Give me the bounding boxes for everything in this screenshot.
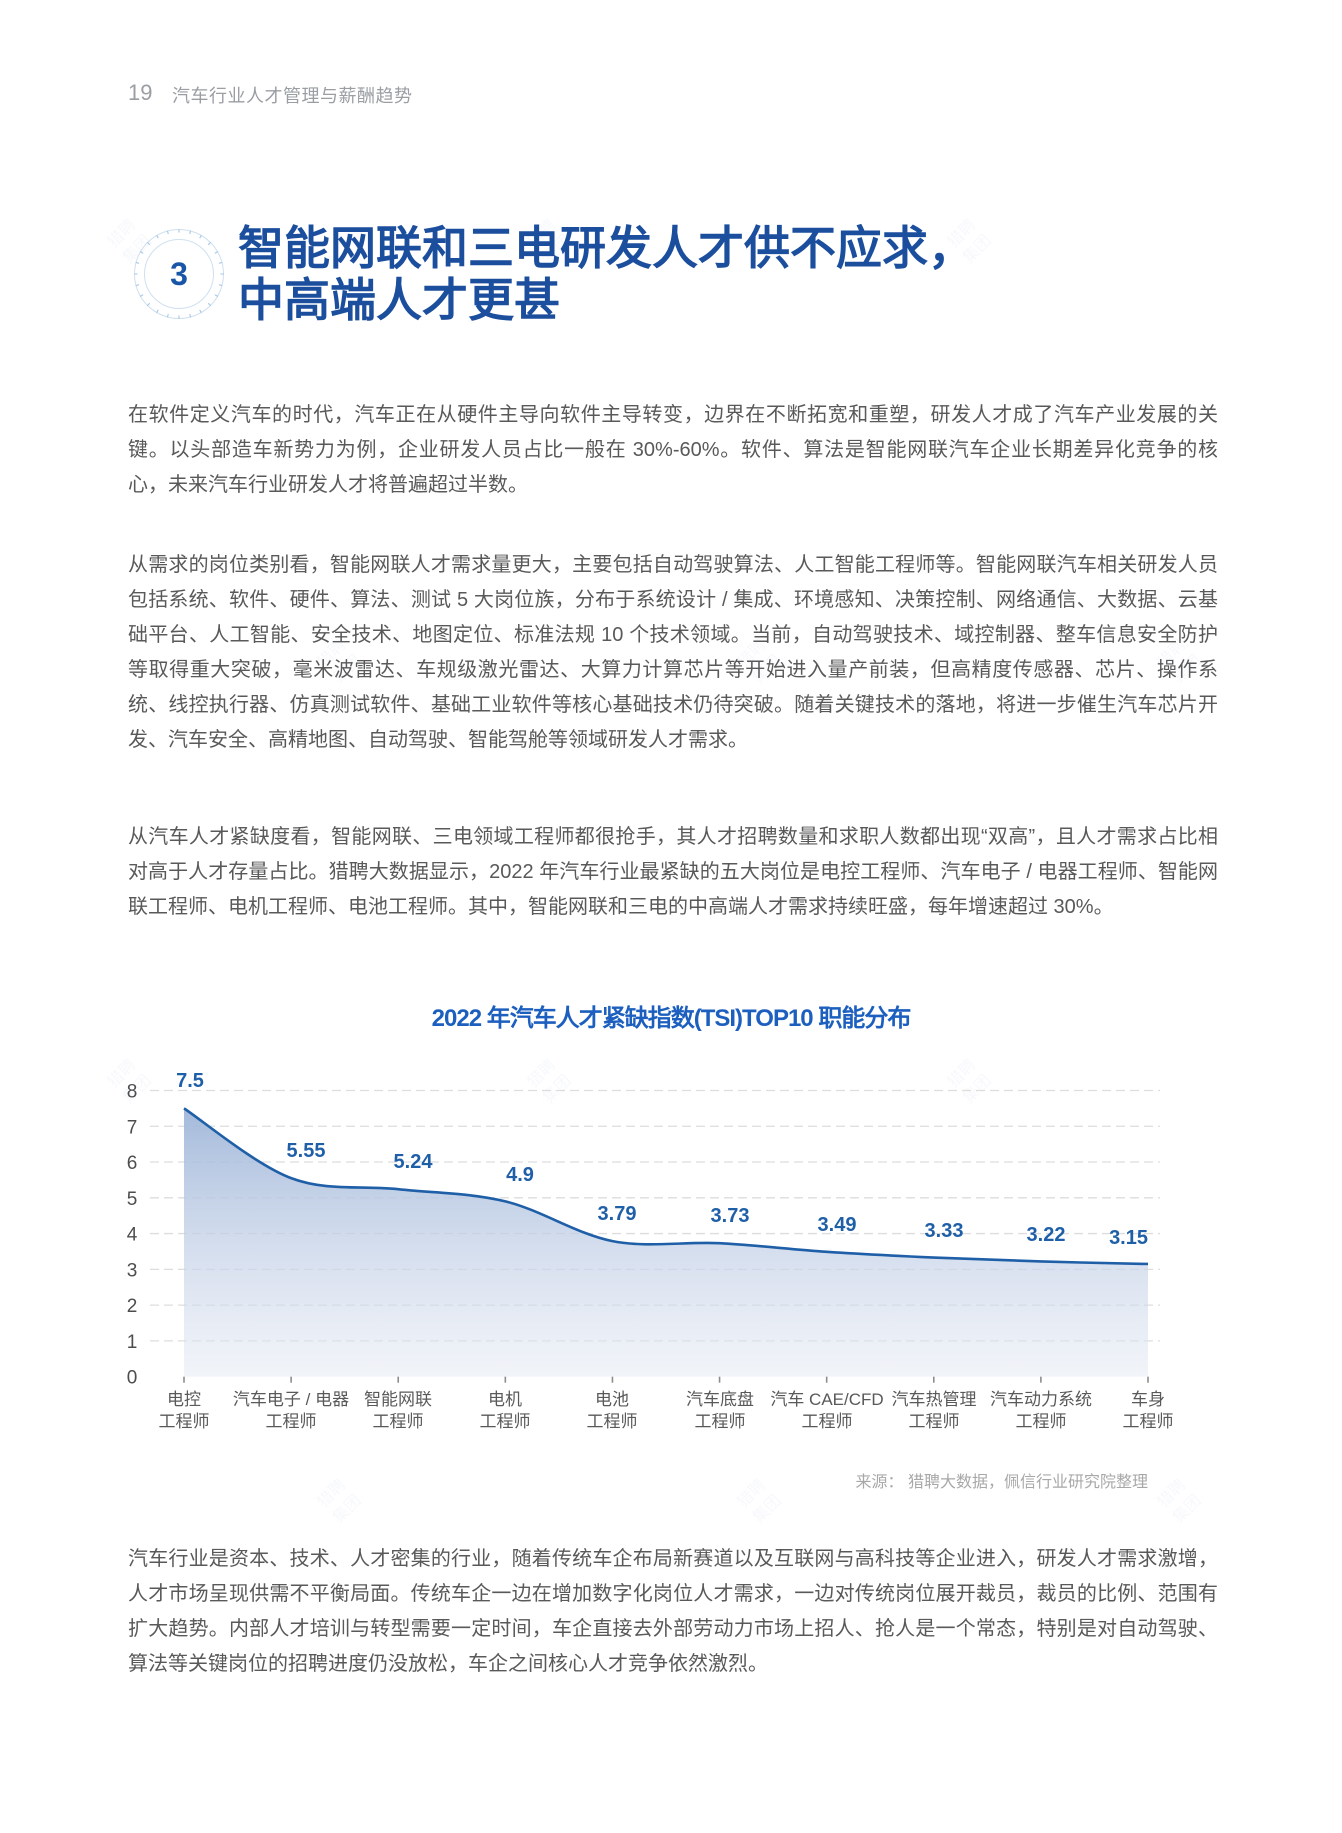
svg-text:5.55: 5.55: [287, 1140, 326, 1162]
svg-text:4.9: 4.9: [506, 1164, 534, 1186]
svg-text:电池: 电池: [595, 1390, 629, 1409]
svg-text:汽车电子 / 电器: 汽车电子 / 电器: [233, 1390, 349, 1409]
svg-text:3.49: 3.49: [818, 1214, 857, 1236]
svg-text:智能网联: 智能网联: [364, 1390, 432, 1409]
svg-text:4: 4: [127, 1225, 138, 1246]
svg-text:7.5: 7.5: [176, 1070, 204, 1092]
svg-text:工程师: 工程师: [802, 1412, 853, 1431]
svg-text:工程师: 工程师: [373, 1412, 424, 1431]
svg-text:工程师: 工程师: [909, 1412, 960, 1431]
svg-text:5.24: 5.24: [394, 1151, 434, 1173]
svg-text:汽车热管理: 汽车热管理: [892, 1390, 977, 1409]
svg-text:工程师: 工程师: [159, 1412, 210, 1431]
svg-text:汽车 CAE/CFD: 汽车 CAE/CFD: [770, 1390, 883, 1409]
svg-text:汽车动力系统: 汽车动力系统: [990, 1390, 1092, 1409]
svg-text:3.79: 3.79: [598, 1203, 637, 1225]
svg-text:8: 8: [127, 1082, 138, 1103]
svg-text:3: 3: [127, 1260, 138, 1281]
svg-text:1: 1: [127, 1332, 138, 1353]
svg-text:电控: 电控: [167, 1390, 201, 1409]
svg-text:工程师: 工程师: [587, 1412, 638, 1431]
svg-text:工程师: 工程师: [695, 1412, 746, 1431]
svg-text:3.22: 3.22: [1027, 1224, 1066, 1246]
svg-text:7: 7: [127, 1117, 138, 1138]
svg-text:车身: 车身: [1131, 1390, 1165, 1409]
svg-text:3.33: 3.33: [925, 1220, 964, 1242]
svg-text:0: 0: [127, 1368, 138, 1389]
svg-text:5: 5: [127, 1189, 138, 1210]
svg-text:工程师: 工程师: [480, 1412, 531, 1431]
svg-text:3.73: 3.73: [711, 1205, 750, 1227]
svg-text:6: 6: [127, 1153, 138, 1174]
svg-text:汽车底盘: 汽车底盘: [686, 1390, 754, 1409]
svg-text:3.15: 3.15: [1109, 1227, 1148, 1249]
svg-text:电机: 电机: [488, 1390, 522, 1409]
svg-text:工程师: 工程师: [1123, 1412, 1174, 1431]
svg-text:2: 2: [127, 1296, 138, 1317]
svg-text:工程师: 工程师: [1016, 1412, 1067, 1431]
svg-text:工程师: 工程师: [266, 1412, 317, 1431]
